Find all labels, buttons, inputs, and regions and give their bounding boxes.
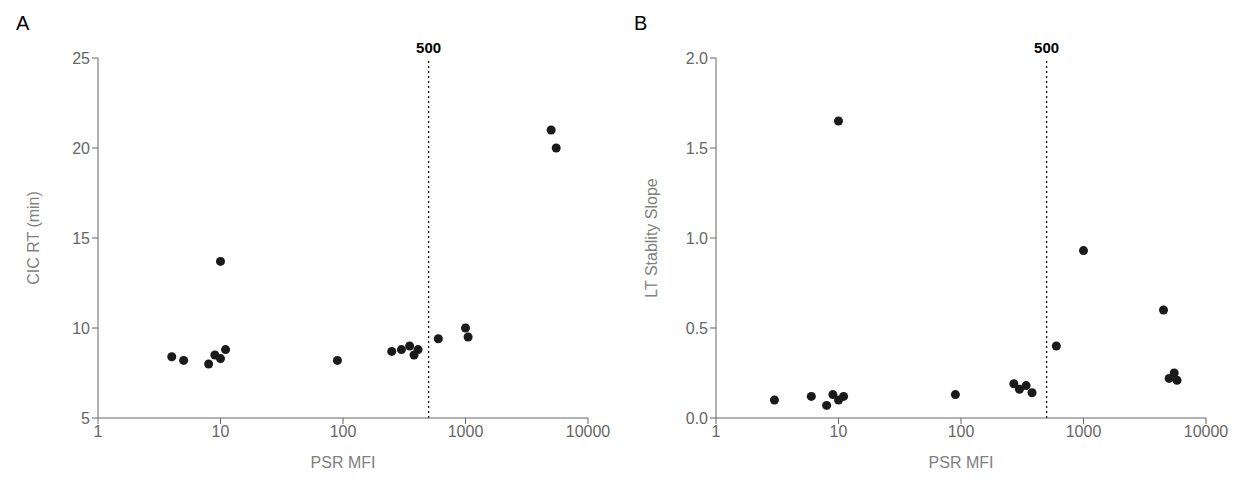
- svg-text:0.0: 0.0: [686, 410, 708, 427]
- html-text:A: A: [16, 12, 30, 34]
- svg-text:1000: 1000: [1066, 423, 1102, 440]
- svg-text:LT Stablity Slope: LT Stablity Slope: [643, 178, 660, 298]
- svg-text:2.0: 2.0: [686, 50, 708, 67]
- svg-text:10: 10: [72, 320, 90, 337]
- svg-text:100: 100: [948, 423, 975, 440]
- html-text:B: B: [634, 12, 648, 34]
- svg-text:1000: 1000: [448, 423, 484, 440]
- svg-text:100: 100: [330, 423, 357, 440]
- svg-text:0.5: 0.5: [686, 320, 708, 337]
- svg-text:10: 10: [212, 423, 230, 440]
- svg-text:1: 1: [94, 423, 103, 440]
- svg-text:500: 500: [1034, 39, 1059, 56]
- svg-text:CIC RT (min): CIC RT (min): [25, 191, 42, 285]
- svg-text:PSR MFI: PSR MFI: [311, 454, 376, 471]
- svg-text:500: 500: [416, 39, 441, 56]
- svg-text:5: 5: [81, 410, 90, 427]
- svg-text:1.5: 1.5: [686, 140, 708, 157]
- svg-text:1: 1: [712, 423, 721, 440]
- svg-text:15: 15: [72, 230, 90, 247]
- svg-text:PSR MFI: PSR MFI: [929, 454, 994, 471]
- svg-text:10: 10: [830, 423, 848, 440]
- svg-text:25: 25: [72, 50, 90, 67]
- svg-text:10000: 10000: [1184, 423, 1229, 440]
- svg-text:10000: 10000: [566, 423, 611, 440]
- svg-text:1.0: 1.0: [686, 230, 708, 247]
- svg-text:20: 20: [72, 140, 90, 157]
